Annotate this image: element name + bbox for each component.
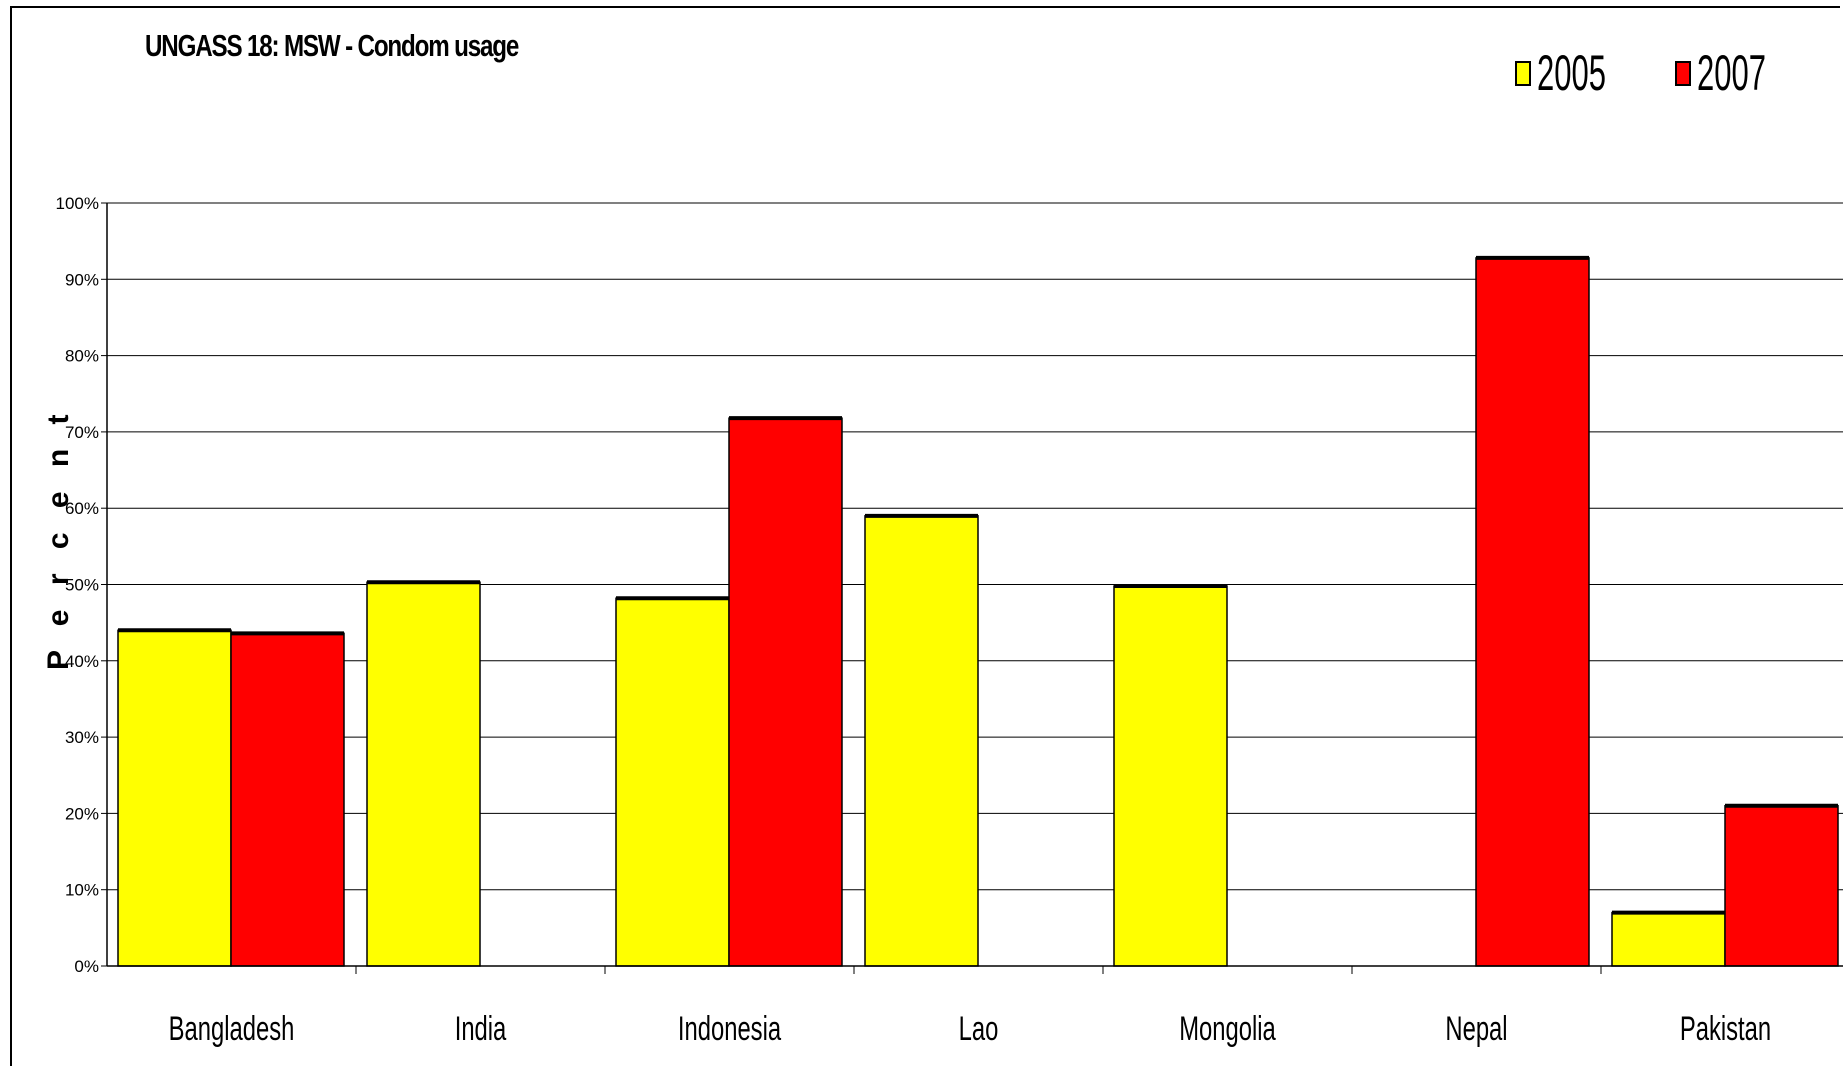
legend-label-2005: 2005 <box>1537 45 1606 101</box>
legend-swatch-2005 <box>1515 61 1531 86</box>
y-tick-label: 30% <box>65 728 99 747</box>
y-tick-label: 100% <box>56 194 99 213</box>
y-tick-label: 90% <box>65 270 99 289</box>
bar-indonesia-2007 <box>728 417 843 967</box>
x-category-label: Pakistan <box>1680 1010 1771 1048</box>
bar-indonesia-2005 <box>615 597 730 967</box>
x-category-label: Lao <box>959 1010 999 1048</box>
y-tick-label: 20% <box>65 804 99 823</box>
bars <box>117 255 1839 967</box>
y-tick-label: 50% <box>65 576 99 595</box>
y-tick-label: 0% <box>74 957 99 976</box>
legend-swatch-2007 <box>1675 61 1691 86</box>
y-tick-labels: 0% 10% 20% 30% 40% 50% 60% 70% 80% 90% 100% <box>56 194 99 976</box>
x-category-label: Indonesia <box>678 1010 782 1048</box>
bar-india-2005 <box>366 581 481 967</box>
x-category-label: Nepal <box>1445 1010 1507 1048</box>
chart-frame <box>10 6 1840 1066</box>
x-category-label: Mongolia <box>1179 1010 1276 1048</box>
bar-bangladesh-2005 <box>117 629 232 967</box>
y-tick-label: 70% <box>65 423 99 442</box>
x-category-labels: Bangladesh India Indonesia Lao Mongolia Nepal… <box>169 1010 1771 1048</box>
legend-label-2007: 2007 <box>1697 45 1766 101</box>
y-tick-label: 10% <box>65 881 99 900</box>
bar-mongolia-2005 <box>1113 585 1228 967</box>
x-category-label: India <box>455 1010 507 1048</box>
bar-lao-2005 <box>864 515 979 967</box>
y-tick-label: 60% <box>65 499 99 518</box>
bar-pakistan-2005 <box>1611 911 1726 967</box>
y-tick-label: 80% <box>65 347 99 366</box>
x-category-label: Bangladesh <box>169 1010 295 1048</box>
bar-nepal-2007 <box>1475 257 1590 967</box>
chart-title: UNGASS 18: MSW - Condom usage <box>145 28 519 63</box>
bar-bangladesh-2007 <box>230 632 345 967</box>
axes <box>101 202 1843 974</box>
y-tick-label: 40% <box>65 652 99 671</box>
bar-pakistan-2007 <box>1724 805 1839 967</box>
